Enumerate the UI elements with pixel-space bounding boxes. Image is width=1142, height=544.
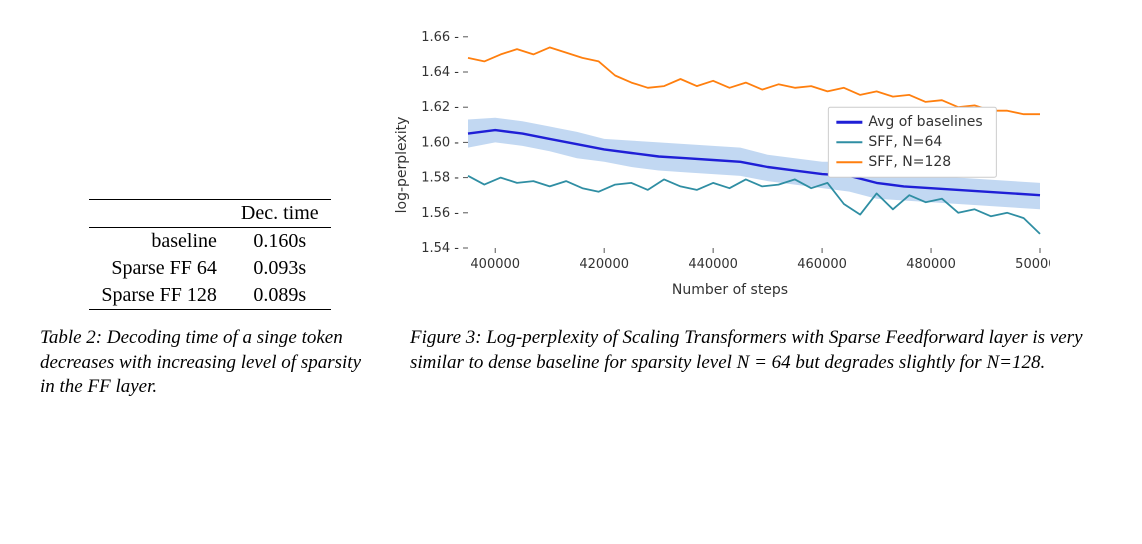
table-cell: 0.089s xyxy=(229,282,331,310)
svg-text:1.58 -: 1.58 - xyxy=(421,171,459,186)
svg-text:460000: 460000 xyxy=(797,257,847,272)
table-header-dec-time: Dec. time xyxy=(229,200,331,228)
svg-text:400000: 400000 xyxy=(470,257,520,272)
table-cell: 0.160s xyxy=(229,228,331,256)
table-row: Sparse FF 64 xyxy=(89,255,229,282)
log-perplexity-chart: log-perplexity 1.54 -1.56 -1.58 -1.60 -1… xyxy=(410,20,1050,310)
svg-text:440000: 440000 xyxy=(688,257,738,272)
svg-text:1.66 -: 1.66 - xyxy=(421,30,459,45)
chart-y-axis-label: log-perplexity xyxy=(394,117,410,214)
table-row: Sparse FF 128 xyxy=(89,282,229,310)
chart-column: log-perplexity 1.54 -1.56 -1.58 -1.60 -1… xyxy=(410,20,1102,310)
table-row: baseline xyxy=(89,228,229,256)
chart-svg: 1.54 - 1.56 - 1.58 - 1.60 - 1.62 - 1.64 - 1.66… xyxy=(410,20,1050,280)
svg-text:1.60 -: 1.60 - xyxy=(421,135,459,150)
table-caption: Table 2: Decoding time of a singe token … xyxy=(40,326,380,400)
svg-text:1.54 -: 1.54 - xyxy=(421,241,459,256)
captions-row: Table 2: Decoding time of a singe token … xyxy=(40,326,1102,400)
svg-text:1.64 -: 1.64 - xyxy=(421,65,459,80)
svg-text:SFF, N=64: SFF, N=64 xyxy=(868,134,942,150)
svg-text:480000: 480000 xyxy=(906,257,956,272)
figure-table-row: Dec. time baseline 0.160s Sparse FF 64 0… xyxy=(40,20,1102,310)
svg-text:1.62 -: 1.62 - xyxy=(421,100,459,115)
svg-text:Avg of baselines: Avg of baselines xyxy=(868,114,982,130)
decoding-time-table: Dec. time baseline 0.160s Sparse FF 64 0… xyxy=(89,199,330,310)
chart-x-axis-label: Number of steps xyxy=(410,282,1050,298)
table-empty-header xyxy=(89,200,229,228)
table-cell: 0.093s xyxy=(229,255,331,282)
figure-caption: Figure 3: Log-perplexity of Scaling Tran… xyxy=(410,326,1102,400)
table-column: Dec. time baseline 0.160s Sparse FF 64 0… xyxy=(40,199,380,310)
svg-text:500000: 500000 xyxy=(1015,257,1050,272)
svg-text:SFF, N=128: SFF, N=128 xyxy=(868,154,951,170)
svg-text:1.56 -: 1.56 - xyxy=(421,206,459,221)
svg-text:420000: 420000 xyxy=(579,257,629,272)
